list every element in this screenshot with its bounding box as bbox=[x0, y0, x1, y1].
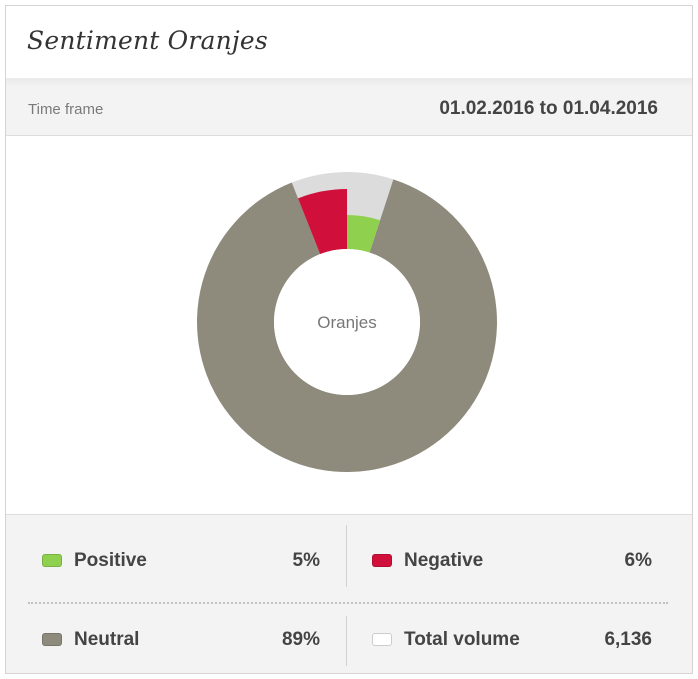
legend-label-positive: Positive bbox=[74, 550, 147, 571]
timeframe-range: 01.02.2016 to 01.04.2016 bbox=[439, 98, 658, 119]
sentiment-card: Sentiment Oranjes Time frame 01.02.2016 … bbox=[5, 5, 693, 674]
legend-label-total: Total volume bbox=[404, 629, 520, 650]
legend-value-total: 6,136 bbox=[604, 629, 652, 650]
negative-swatch bbox=[372, 554, 392, 567]
neutral-swatch bbox=[42, 633, 62, 646]
legend-item-total: Total volume 6,136 bbox=[372, 629, 652, 653]
card-header: Sentiment Oranjes bbox=[6, 6, 692, 78]
legend-column-divider-bottom bbox=[346, 616, 347, 666]
legend-item-positive: Positive 5% bbox=[42, 550, 320, 574]
legend-value-negative: 6% bbox=[624, 550, 652, 571]
chart-slice-positive bbox=[347, 215, 381, 253]
legend-value-positive: 5% bbox=[292, 550, 320, 571]
legend-value-neutral: 89% bbox=[281, 629, 320, 650]
total-volume-swatch bbox=[372, 633, 392, 646]
card-title: Sentiment Oranjes bbox=[27, 26, 268, 55]
chart-slice-negative bbox=[298, 189, 347, 255]
legend-row-divider bbox=[28, 602, 668, 604]
chart-area: Oranjes bbox=[6, 136, 692, 514]
timeframe-label: Time frame bbox=[28, 101, 104, 118]
chart-center-hole bbox=[274, 249, 420, 395]
donut-chart: Oranjes bbox=[197, 172, 498, 472]
legend-item-negative: Negative 6% bbox=[372, 550, 652, 574]
timeframe-bar: Time frame 01.02.2016 to 01.04.2016 bbox=[6, 78, 692, 136]
positive-swatch bbox=[42, 554, 62, 567]
legend-label-negative: Negative bbox=[404, 550, 484, 571]
legend-item-neutral: Neutral 89% bbox=[42, 629, 320, 653]
legend-column-divider-top bbox=[346, 525, 347, 587]
legend-label-neutral: Neutral bbox=[74, 629, 140, 650]
chart-slice-neutral bbox=[197, 179, 498, 472]
legend-panel: Positive 5% Negative 6% Neutral 89% Tota… bbox=[6, 514, 692, 673]
chart-center-label: Oranjes bbox=[317, 313, 377, 332]
